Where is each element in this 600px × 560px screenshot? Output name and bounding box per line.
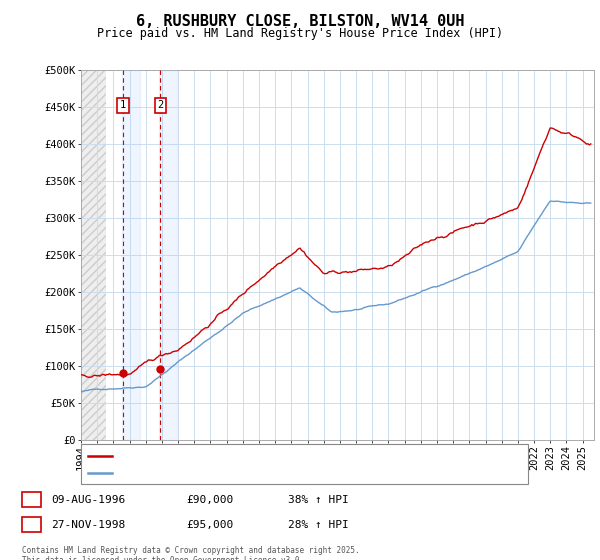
Text: Contains HM Land Registry data © Crown copyright and database right 2025.
This d: Contains HM Land Registry data © Crown c… [22, 546, 360, 560]
Text: HPI: Average price, detached house, Wolverhampton: HPI: Average price, detached house, Wolv… [116, 468, 422, 478]
Bar [122, 70, 140, 440]
Text: 6, RUSHBURY CLOSE, BILSTON, WV14 0UH (detached house): 6, RUSHBURY CLOSE, BILSTON, WV14 0UH (de… [116, 451, 447, 461]
Text: 6, RUSHBURY CLOSE, BILSTON, WV14 0UH: 6, RUSHBURY CLOSE, BILSTON, WV14 0UH [136, 14, 464, 29]
Text: 38% ↑ HPI: 38% ↑ HPI [288, 494, 349, 505]
Text: £95,000: £95,000 [186, 520, 233, 530]
Text: 2: 2 [28, 520, 35, 530]
Bar [160, 70, 177, 440]
Text: 28% ↑ HPI: 28% ↑ HPI [288, 520, 349, 530]
Text: 2: 2 [157, 100, 163, 110]
Text: 27-NOV-1998: 27-NOV-1998 [51, 520, 125, 530]
Text: 1: 1 [120, 100, 126, 110]
Text: 1: 1 [28, 494, 35, 505]
Bar [81, 70, 106, 440]
Text: Price paid vs. HM Land Registry's House Price Index (HPI): Price paid vs. HM Land Registry's House … [97, 27, 503, 40]
Text: 09-AUG-1996: 09-AUG-1996 [51, 494, 125, 505]
Text: £90,000: £90,000 [186, 494, 233, 505]
